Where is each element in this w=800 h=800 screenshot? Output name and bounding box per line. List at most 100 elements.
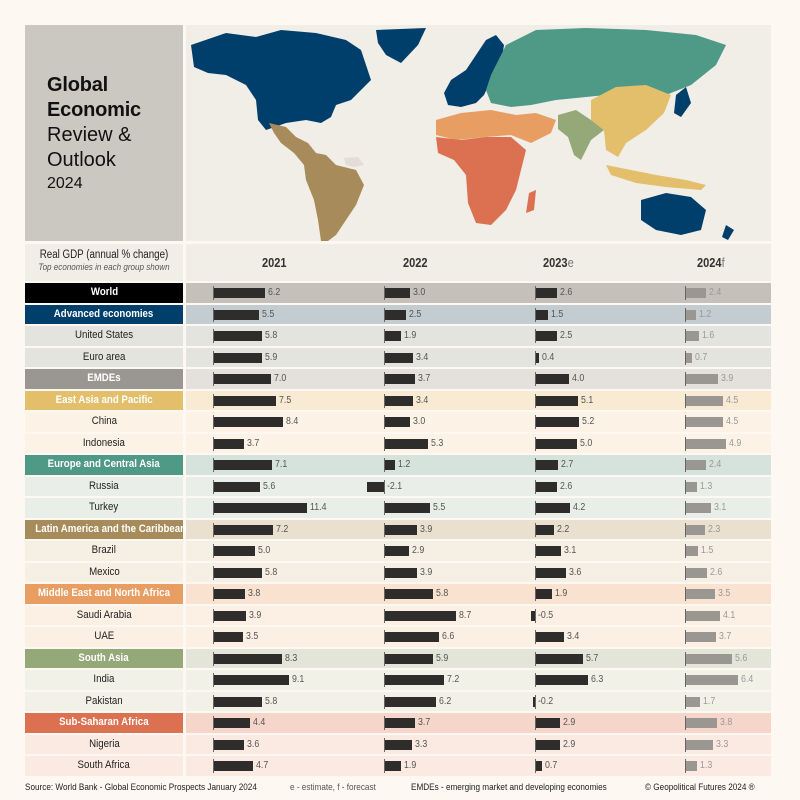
row-label-text: Pakistan: [85, 694, 123, 707]
bar-axis: [535, 350, 536, 365]
bar-axis: [213, 522, 214, 537]
table-row: World 6.2 3.0 2.6 2.4: [25, 283, 771, 305]
bar-axis: [685, 716, 686, 730]
bar-axis: [685, 587, 686, 601]
footer-note: e - estimate, f - forecast: [290, 782, 376, 793]
row-bars: 7.2 3.9 2.2 2.3: [186, 519, 771, 539]
bar-axis: [213, 286, 214, 300]
gdp-bar: [385, 438, 429, 449]
row-label-text: World: [90, 286, 118, 298]
row-label-text: Middle East and North Africa: [38, 587, 170, 599]
bar-axis: [213, 329, 214, 343]
map-region-new-zealand: [722, 225, 734, 240]
economy-label: South Africa: [25, 756, 183, 776]
bar-axis: [535, 630, 536, 644]
table-row: Mexico 5.8 3.9 3.6 2.6: [25, 562, 771, 585]
bar-axis: [685, 436, 686, 451]
gdp-value: 5.8: [264, 566, 277, 578]
title-panel: Global Economic Review & Outlook 2024: [25, 25, 183, 241]
bar-axis: [213, 501, 214, 515]
gdp-value: 1.7: [702, 695, 716, 707]
gdp-value: 6.3: [590, 674, 603, 685]
gdp-value: 3.0: [412, 287, 425, 298]
bar-axis: [384, 350, 385, 365]
table-row: Turkey 11.4 5.5 4.2 3.1: [25, 498, 771, 520]
bar-axis: [213, 307, 214, 322]
row-label-text: Latin America and the Caribbean: [35, 522, 187, 535]
bar-axis: [384, 759, 385, 773]
bar-axis: [384, 565, 385, 580]
gdp-value: 5.6: [262, 480, 276, 492]
bar-axis: [535, 759, 536, 773]
gdp-value: 3.5: [717, 588, 730, 599]
bar-axis: [384, 286, 385, 300]
bar-axis: [384, 393, 385, 408]
bar-axis: [213, 458, 214, 472]
gdp-bar: [214, 546, 255, 556]
gdp-value: -0.2: [538, 695, 554, 707]
title-line-4: Outlook: [47, 149, 116, 171]
title-line-2: Economic: [47, 99, 141, 121]
gdp-bar: [536, 395, 578, 406]
row-label-text: EMDEs: [87, 372, 121, 384]
row-bars: 4.7 1.9 0.7 1.3: [186, 756, 771, 776]
gdp-value: 3.7: [418, 717, 431, 728]
row-bars: 7.0 3.7 4.0 3.9: [186, 369, 771, 389]
bar-axis: [535, 651, 536, 666]
gdp-bar: [214, 739, 244, 750]
gdp-value: 6.2: [438, 695, 452, 707]
row-bars: 11.4 5.5 4.2 3.1: [186, 498, 771, 518]
gdp-value: 3.3: [415, 738, 428, 750]
gdp-value: 3.9: [419, 523, 433, 535]
group-label: World: [25, 283, 183, 303]
group-label: Advanced economies: [25, 304, 183, 324]
gdp-value: 3.8: [720, 717, 733, 728]
gdp-bar: [686, 460, 706, 470]
row-label-text: Nigeria: [88, 737, 120, 750]
economy-label: Euro area: [25, 347, 183, 367]
title-line-3: Review &: [47, 124, 132, 146]
table-row: South Africa 4.7 1.9 0.7 1.3: [25, 756, 771, 778]
gdp-table: World 6.2 3.0 2.6 2.4 Advanced economies 5.5 2.…: [25, 283, 771, 778]
bar-axis: [384, 458, 385, 472]
gdp-value: 5.3: [431, 437, 444, 449]
gdp-bar: [686, 675, 739, 685]
gdp-bar: [385, 653, 434, 664]
gdp-value: 6.2: [267, 287, 281, 298]
gdp-value: 1.2: [698, 308, 712, 320]
gdp-bar: [385, 331, 401, 341]
gdp-value: 4.5: [725, 394, 739, 406]
row-bars: 5.8 3.9 3.6 2.6: [186, 562, 771, 582]
year-2021: 2021: [262, 255, 287, 270]
row-label-text: United States: [74, 329, 134, 341]
bar-axis: [685, 544, 686, 558]
gdp-value: 4.4: [253, 717, 266, 728]
bar-axis: [384, 608, 385, 623]
bar-axis: [685, 415, 686, 429]
gdp-value: 7.1: [275, 459, 288, 470]
gdp-bar: [385, 309, 406, 320]
gdp-value: 2.3: [707, 523, 721, 535]
gdp-value: 5.5: [433, 502, 446, 513]
header-metric: Real GDP (annual % change): [39, 249, 169, 261]
table-row: United States 5.8 1.9 2.5 1.6: [25, 326, 771, 348]
gdp-value: 5.8: [264, 330, 277, 341]
gdp-value: 0.7: [694, 351, 707, 363]
bar-axis: [685, 307, 686, 322]
gdp-bar: [536, 567, 566, 578]
footer-abbrev: EMDEs - emerging market and developing e…: [411, 782, 607, 793]
bar-axis: [535, 393, 536, 408]
table-row: Latin America and the Caribbean 7.2 3.9 2.2…: [25, 519, 771, 542]
bar-axis: [685, 501, 686, 515]
table-row: UAE 3.5 6.6 3.4 3.7: [25, 627, 771, 649]
gdp-value: 2.5: [559, 330, 572, 341]
row-bars: 5.9 3.4 0.4 0.7: [186, 347, 771, 367]
gdp-value: 4.2: [573, 502, 586, 513]
bar-axis: [685, 286, 686, 300]
gdp-bar: [536, 374, 569, 384]
economy-label: United States: [25, 326, 183, 346]
bar-axis: [535, 479, 536, 494]
gdp-bar: [385, 739, 413, 750]
bar-axis: [384, 329, 385, 343]
bar-axis: [685, 458, 686, 472]
